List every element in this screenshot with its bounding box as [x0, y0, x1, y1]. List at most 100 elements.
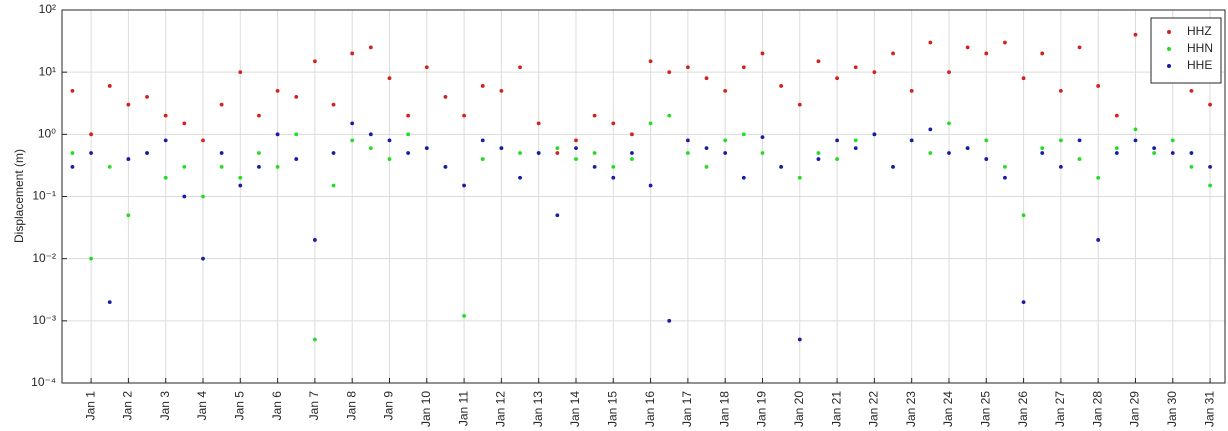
point: [1077, 138, 1082, 143]
point: [760, 135, 765, 140]
point: [816, 151, 821, 155]
point: [331, 151, 336, 155]
point: [219, 151, 224, 155]
point: [816, 59, 821, 64]
point: [107, 300, 112, 305]
point: [779, 164, 784, 169]
x-tick-label: Jan 9: [382, 391, 396, 421]
point: [760, 151, 765, 155]
point: [201, 256, 205, 261]
point: [294, 132, 299, 137]
point: [648, 121, 653, 126]
point: [891, 51, 895, 56]
x-tick-label: Jan 7: [307, 391, 321, 421]
x-tick-label: Jan 2: [121, 391, 135, 421]
point: [835, 138, 839, 143]
x-tick-label: Jan 23: [904, 391, 918, 427]
point: [518, 65, 522, 70]
x-tick-label: Jan 30: [1165, 391, 1179, 427]
x-tick-label: Jan 25: [978, 391, 992, 427]
point: [257, 164, 261, 169]
point: [145, 95, 149, 99]
point: [368, 132, 373, 137]
point: [928, 151, 933, 155]
point: [853, 65, 858, 70]
point: [1040, 51, 1045, 56]
point: [1058, 138, 1063, 143]
point: [1133, 138, 1138, 143]
point: [947, 121, 951, 126]
point: [704, 146, 709, 151]
legend-label: HHE: [1187, 58, 1212, 72]
point: [648, 183, 653, 188]
point: [294, 95, 299, 99]
point: [536, 121, 541, 126]
x-tick-label: Jan 1: [83, 391, 97, 421]
point: [518, 175, 522, 180]
point: [163, 175, 168, 180]
x-tick-label: Jan 5: [232, 391, 246, 421]
point: [648, 59, 653, 64]
point: [630, 132, 634, 137]
point: [853, 138, 858, 143]
x-tick-label: Jan 21: [829, 391, 843, 427]
x-tick-label: Jan 26: [1016, 391, 1030, 427]
point: [909, 88, 914, 93]
point: [182, 164, 187, 169]
point: [518, 151, 522, 155]
x-tick-label: Jan 22: [867, 391, 881, 427]
point: [1003, 175, 1007, 180]
point: [536, 151, 541, 155]
point: [816, 157, 821, 161]
point: [480, 157, 485, 161]
point: [797, 337, 802, 342]
point: [741, 175, 746, 180]
point: [70, 88, 75, 93]
axes-box: [61, 9, 1226, 384]
point: [592, 113, 597, 118]
x-tick-label: Jan 29: [1128, 391, 1142, 427]
point: [107, 164, 112, 169]
point: [406, 132, 411, 137]
point: [704, 164, 709, 169]
point: [145, 151, 149, 155]
x-tick-label: Jan 3: [158, 391, 172, 421]
point: [163, 138, 168, 143]
point: [741, 132, 746, 137]
point: [704, 76, 709, 81]
point: [462, 113, 466, 118]
point: [779, 84, 784, 88]
point: [201, 138, 205, 143]
point: [555, 151, 560, 155]
point: [219, 164, 224, 169]
point: [1189, 164, 1194, 169]
point: [238, 183, 243, 188]
legend-marker: [1167, 30, 1171, 34]
point: [89, 132, 93, 137]
point: [667, 318, 672, 323]
point: [1021, 300, 1026, 305]
point: [1133, 127, 1138, 132]
point: [928, 127, 933, 132]
point: [947, 70, 951, 75]
y-tick-label: 10⁻³: [32, 313, 56, 327]
x-tick-label: Jan 10: [419, 391, 433, 427]
point: [89, 256, 93, 261]
point: [1040, 151, 1045, 155]
point: [555, 213, 560, 218]
point: [611, 175, 616, 180]
point: [872, 132, 877, 137]
x-tick-label: Jan 20: [792, 391, 806, 427]
point: [835, 76, 839, 81]
legend-marker: [1167, 64, 1171, 68]
y-tick-label: 10¹: [39, 64, 56, 78]
point: [257, 113, 261, 118]
point: [891, 164, 895, 169]
point: [182, 194, 187, 199]
x-tick-label: Jan 16: [643, 391, 657, 427]
point: [630, 151, 634, 155]
point: [480, 138, 485, 143]
point: [592, 164, 597, 169]
point: [238, 175, 243, 180]
